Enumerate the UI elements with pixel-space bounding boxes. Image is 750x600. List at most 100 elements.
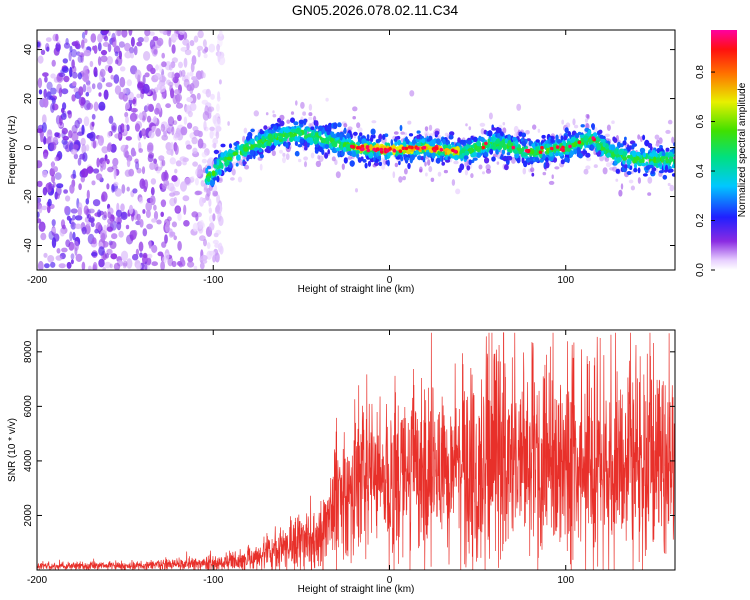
noise-blob	[203, 53, 208, 59]
band-blob	[486, 146, 490, 153]
band-blob	[303, 142, 308, 146]
band-blob	[243, 146, 249, 152]
spectrogram-y-label: Frequency (Hz)	[7, 116, 18, 185]
band-blob	[369, 136, 374, 143]
noise-blob	[117, 30, 121, 37]
noise-blob	[170, 88, 175, 99]
noise-blob	[156, 37, 164, 47]
band-halo-blob	[302, 111, 306, 116]
band-halo-blob	[565, 122, 571, 128]
noise-blob	[66, 261, 72, 269]
band-blob	[282, 137, 287, 142]
band-peak	[538, 150, 543, 154]
noise-blob	[83, 100, 91, 111]
band-blob	[330, 131, 335, 136]
band-blob	[206, 165, 212, 170]
noise-blob	[98, 246, 105, 256]
noise-blob	[106, 56, 113, 65]
noise-blob	[206, 187, 211, 197]
noise-blob	[175, 206, 181, 213]
band-blob	[495, 126, 500, 134]
spectrogram-cells	[37, 30, 675, 270]
noise-blob	[125, 144, 129, 150]
band-blob	[294, 141, 298, 146]
noise-blob	[133, 45, 138, 56]
band-halo-blob	[637, 177, 642, 184]
noise-blob	[113, 74, 120, 84]
noise-blob	[164, 252, 170, 260]
x-tick-label: 100	[557, 275, 574, 286]
band-blob	[626, 158, 632, 165]
band-blob	[430, 139, 436, 146]
noise-blob	[73, 153, 79, 160]
noise-blob	[208, 207, 212, 214]
noise-blob	[217, 51, 221, 63]
band-blob	[405, 138, 410, 145]
noise-blob	[144, 261, 148, 270]
noise-blob	[97, 82, 103, 90]
noise-blob	[148, 240, 152, 249]
band-blob	[328, 143, 332, 149]
band-halo-blob	[404, 168, 408, 175]
band-blob	[615, 168, 620, 174]
noise-blob	[127, 91, 134, 101]
band-halo-blob	[282, 156, 286, 164]
noise-blob	[180, 181, 187, 192]
band-halo-blob	[443, 169, 448, 174]
noise-blob	[37, 160, 43, 169]
noise-blob	[181, 69, 186, 77]
band-blob	[435, 157, 441, 164]
band-blob	[376, 151, 379, 157]
noise-blob	[199, 196, 205, 207]
noise-blob	[202, 111, 210, 121]
band-blob	[552, 144, 558, 152]
band-halo-blob	[331, 156, 336, 162]
noise-blob	[182, 38, 190, 46]
noise-blob	[130, 107, 138, 113]
band-blob	[394, 136, 399, 140]
colorbar-tick-label: 0.2	[695, 213, 706, 227]
band-peak	[550, 146, 554, 151]
noise-blob	[152, 116, 158, 124]
band-blob	[523, 152, 529, 157]
band-blob	[493, 136, 496, 142]
noise-blob	[78, 183, 82, 191]
noise-blob	[110, 143, 117, 153]
band-blob	[278, 126, 281, 131]
noise-blob	[147, 253, 153, 259]
noise-blob	[46, 81, 53, 91]
band-blob	[472, 157, 478, 161]
noise-blob	[70, 253, 75, 260]
band-halo-blob	[584, 118, 589, 123]
band-blob	[638, 158, 643, 163]
band-blob	[487, 138, 491, 144]
noise-blob	[161, 183, 167, 190]
band-blob	[498, 140, 504, 147]
noise-blob	[69, 45, 73, 53]
band-blob	[219, 156, 225, 161]
noise-blob	[159, 30, 165, 34]
band-halo-blob	[609, 167, 615, 171]
noise-blob	[98, 92, 102, 97]
noise-blob	[51, 219, 56, 227]
noise-blob	[147, 154, 154, 163]
band-blob	[556, 139, 563, 144]
band-blob	[211, 170, 216, 177]
noise-blob	[134, 69, 142, 80]
band-blob	[318, 130, 322, 137]
band-blob	[309, 137, 314, 144]
band-blob	[294, 135, 298, 142]
noise-blob	[216, 194, 221, 205]
noise-blob	[46, 91, 52, 100]
noise-blob	[174, 72, 180, 79]
band-blob	[420, 156, 424, 161]
band-blob	[270, 144, 276, 151]
noise-blob	[62, 135, 69, 141]
noise-blob	[203, 238, 207, 247]
noise-blob	[212, 213, 216, 222]
noise-blob	[90, 33, 97, 43]
band-blob	[220, 143, 226, 148]
band-blob	[367, 160, 372, 167]
noise-blob	[154, 72, 162, 80]
band-blob	[622, 156, 628, 161]
